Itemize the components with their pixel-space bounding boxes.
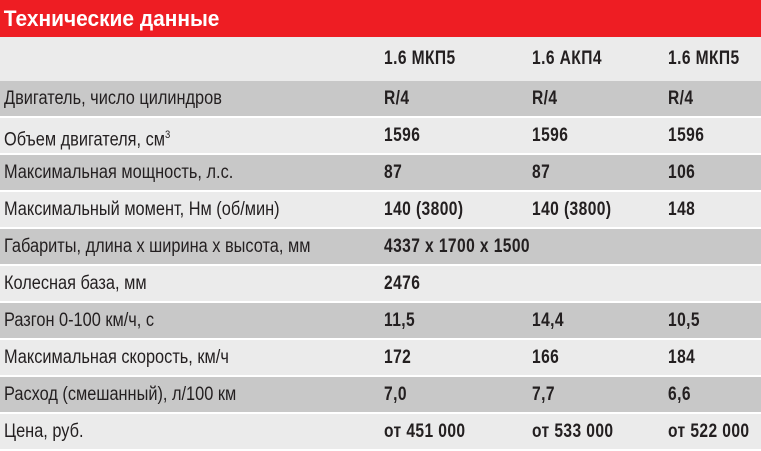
cell-value: 1596	[668, 125, 705, 146]
table-row: Двигатель, число цилиндров R/4 R/4 R/4	[0, 81, 761, 116]
cell-value: от 533 000	[532, 421, 614, 442]
table-title-bar: Технические данные	[0, 0, 761, 37]
row-label-text: Габариты, длина x ширина x высота, мм	[4, 236, 311, 257]
row-label: Максимальная мощность, л.с.	[4, 155, 233, 190]
cell-value: от 451 000	[384, 421, 466, 442]
row-label: Колесная база, мм	[4, 266, 147, 301]
row-label: Цена, руб.	[4, 414, 84, 449]
cell-value: 87	[532, 162, 551, 183]
row-divider	[0, 375, 761, 377]
cell-value: 10,5	[668, 310, 700, 331]
cell-value: 140 (3800)	[384, 199, 464, 220]
column-header: 1.6 МКП5	[668, 48, 740, 69]
cell-value: 7,0	[384, 384, 407, 405]
table-row: Максимальная мощность, л.с. 87 87 106	[0, 155, 761, 190]
row-label: Объем двигателя, см3	[4, 118, 170, 157]
cell-value: 7,7	[532, 384, 555, 405]
row-divider	[0, 449, 761, 451]
cell-value: 140 (3800)	[532, 199, 612, 220]
cell-value: R/4	[384, 88, 410, 109]
row-label-text: Максимальный момент, Нм (об/мин)	[4, 199, 280, 220]
table-row: Разгон 0-100 км/ч, с 11,5 14,4 10,5	[0, 303, 761, 338]
row-label: Расход (смешанный), л/100 км	[4, 377, 236, 412]
cell-value: 166	[532, 347, 560, 368]
cell-value: R/4	[532, 88, 558, 109]
table-row: Габариты, длина x ширина x высота, мм 433…	[0, 229, 761, 264]
row-label: Разгон 0-100 км/ч, с	[4, 303, 154, 338]
row-label-text: Разгон 0-100 км/ч, с	[4, 310, 155, 331]
cell-value: 106	[668, 162, 696, 183]
row-label: Максимальная скорость, км/ч	[4, 340, 229, 375]
row-divider	[0, 412, 761, 414]
row-divider	[0, 264, 761, 266]
table-row: Колесная база, мм 2476	[0, 266, 761, 301]
cell-value: 172	[384, 347, 412, 368]
cell-value: 1596	[384, 125, 421, 146]
row-divider	[0, 338, 761, 340]
row-label: Двигатель, число цилиндров	[4, 81, 222, 116]
row-label-text: Двигатель, число цилиндров	[4, 88, 222, 109]
column-header: 1.6 АКП4	[532, 48, 602, 69]
row-divider	[0, 190, 761, 192]
cell-value: R/4	[668, 88, 694, 109]
row-label: Габариты, длина x ширина x высота, мм	[4, 229, 310, 264]
row-label-text: Расход (смешанный), л/100 км	[4, 384, 237, 405]
table-row: Объем двигателя, см3 1596 1596 1596	[0, 118, 761, 153]
cell-value: 1596	[532, 125, 569, 146]
row-label-text: Цена, руб.	[4, 421, 84, 442]
row-divider	[0, 227, 761, 229]
cell-value: 2476	[384, 273, 421, 294]
row-label-text: Объем двигателя, см	[4, 129, 165, 151]
column-header: 1.6 МКП5	[384, 48, 456, 69]
cell-value: 6,6	[668, 384, 691, 405]
table-title: Технические данные	[3, 6, 220, 31]
table-row: Максимальный момент, Нм (об/мин) 140 (380…	[0, 192, 761, 227]
cell-value: 11,5	[384, 310, 416, 331]
cell-value: 87	[384, 162, 403, 183]
superscript: 3	[164, 129, 171, 141]
cell-value: 148	[668, 199, 696, 220]
cell-value: от 522 000	[668, 421, 750, 442]
row-label-text: Максимальная скорость, км/ч	[4, 347, 229, 368]
row-label: Максимальный момент, Нм (об/мин)	[4, 192, 280, 227]
cell-value: 4337 x 1700 x 1500	[384, 236, 531, 257]
table-row: Цена, руб. от 451 000 от 533 000 от 522 000	[0, 414, 761, 449]
cell-value: 184	[668, 347, 696, 368]
table-row: Расход (смешанный), л/100 км 7,0 7,7 6,6	[0, 377, 761, 412]
row-divider	[0, 116, 761, 118]
row-divider	[0, 301, 761, 303]
cell-value: 14,4	[532, 310, 564, 331]
row-label-text: Колесная база, мм	[4, 273, 147, 294]
row-label-text: Максимальная мощность, л.с.	[4, 162, 234, 183]
table-row: Максимальная скорость, км/ч 172 166 184	[0, 340, 761, 375]
row-divider	[0, 153, 761, 155]
column-header-row: 1.6 МКП5 1.6 АКП4 1.6 МКП5	[0, 37, 761, 81]
